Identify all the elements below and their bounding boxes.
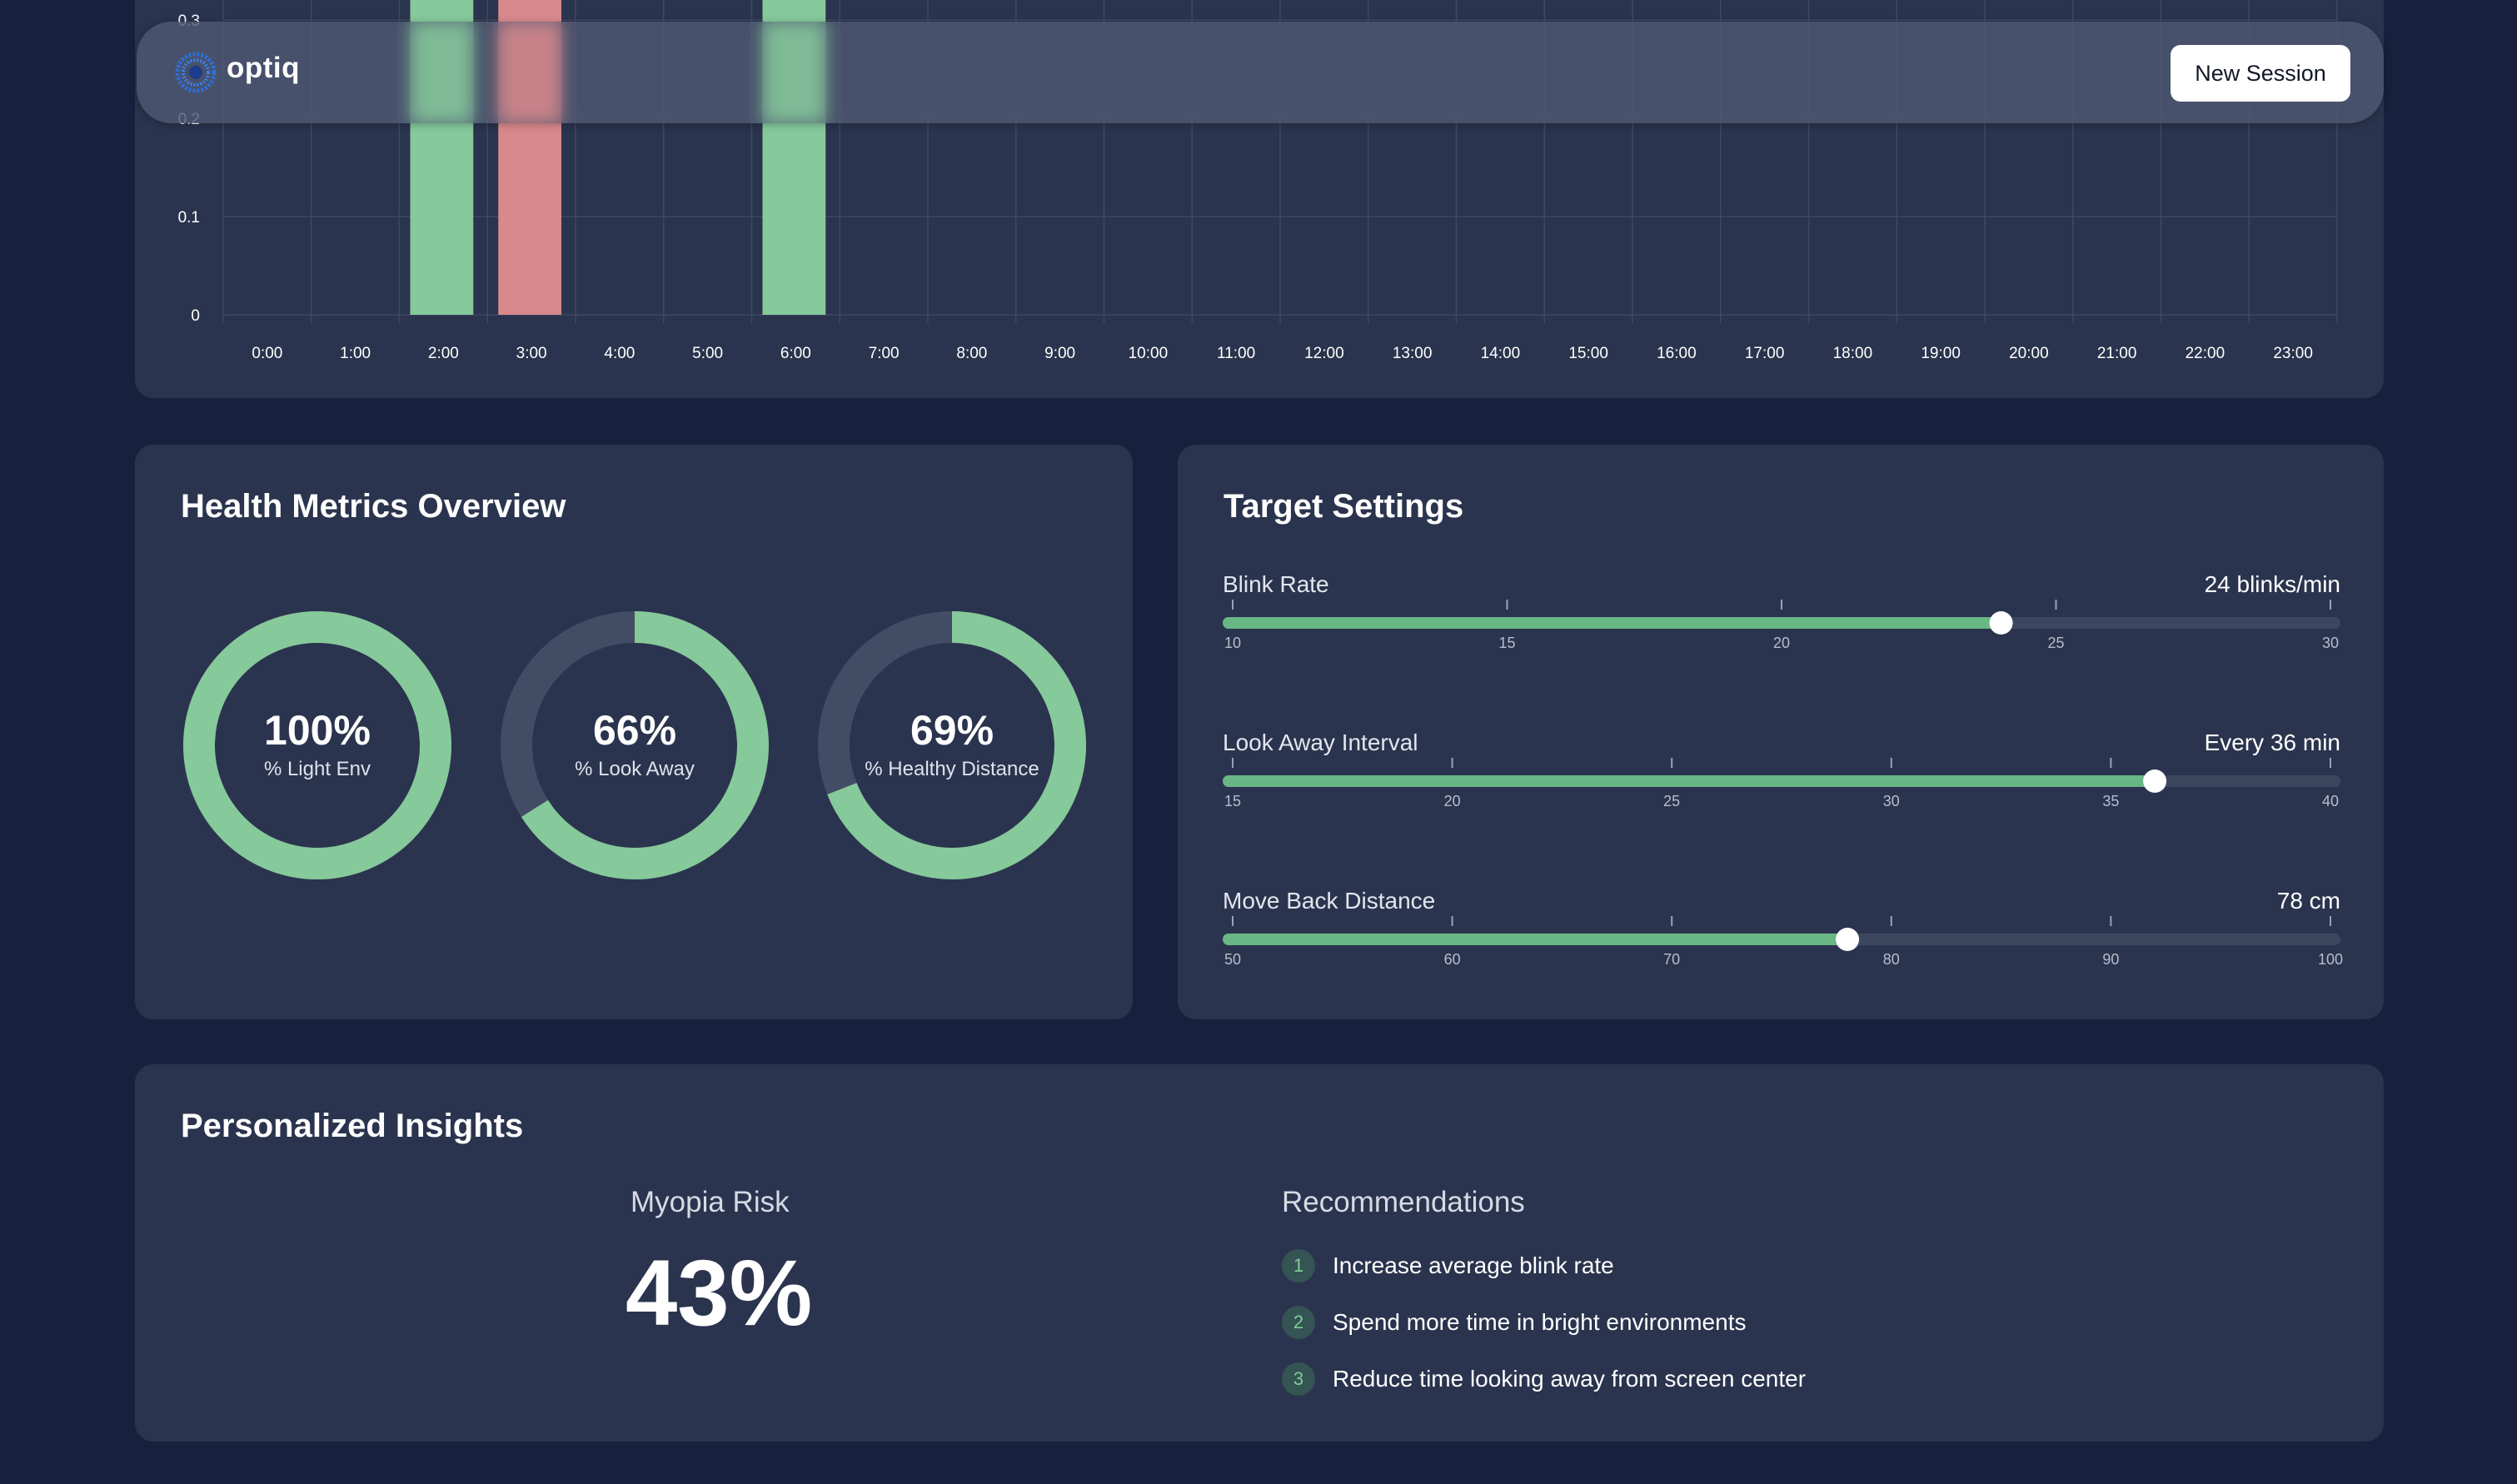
x-tick-label: 21:00 bbox=[2097, 345, 2137, 362]
slider-thumb[interactable] bbox=[2143, 769, 2167, 793]
slider-tick-label: 40 bbox=[2322, 793, 2339, 809]
optiq-logo-icon bbox=[175, 52, 217, 93]
healthy-distance-ring bbox=[818, 611, 1086, 879]
slider-fill bbox=[1223, 617, 2001, 629]
move-back-distance-label: Move Back Distance bbox=[1223, 888, 1436, 914]
x-tick-label: 15:00 bbox=[1568, 345, 1608, 362]
slider-tick-label: 70 bbox=[1663, 951, 1680, 968]
new-session-button[interactable]: New Session bbox=[2171, 45, 2350, 102]
insights-title: Personalized Insights bbox=[181, 1108, 524, 1144]
light-env-ring bbox=[183, 611, 451, 879]
blurred-bar bbox=[410, 22, 474, 123]
x-tick-label: 10:00 bbox=[1129, 345, 1169, 362]
slider-tick-label: 20 bbox=[1773, 635, 1790, 651]
healthy-distance-value: 69% bbox=[910, 707, 994, 754]
ring-progress bbox=[818, 611, 1086, 879]
slider-tick-label: 100 bbox=[2318, 951, 2343, 968]
slider-fill bbox=[1223, 934, 1848, 945]
look-away-donut: 66% % Look Away bbox=[497, 608, 772, 883]
healthy-distance-donut: 69% % Healthy Distance bbox=[815, 608, 1089, 883]
light-env-value: 100% bbox=[264, 707, 371, 754]
x-tick-label: 2:00 bbox=[428, 345, 459, 362]
recommendations-title: Recommendations bbox=[1282, 1186, 1525, 1218]
x-tick-label: 8:00 bbox=[956, 345, 987, 362]
blink-rate-slider-track[interactable]: 10 15 20 25 30 bbox=[1223, 600, 2340, 670]
slider-thumb[interactable] bbox=[1989, 611, 2013, 635]
app-name: optiq bbox=[227, 52, 301, 84]
look-away-ring bbox=[501, 611, 769, 879]
x-tick-label: 22:00 bbox=[2186, 345, 2225, 362]
x-tick-label: 0:00 bbox=[252, 345, 282, 362]
look-away-value: 66% bbox=[592, 707, 677, 754]
move-back-distance-slider[interactable]: 50 60 70 80 90 100 bbox=[1223, 916, 2343, 986]
y-tick-label: 0 bbox=[191, 307, 200, 325]
slider-thumb[interactable] bbox=[1836, 928, 1860, 951]
blink-rate-label: Blink Rate bbox=[1223, 571, 1329, 597]
move-back-distance-value: 78 cm bbox=[2276, 888, 2340, 914]
slider-tick-label: 80 bbox=[1883, 951, 1900, 968]
ring-progress bbox=[183, 611, 451, 879]
look-away-interval-slider-track[interactable]: 15 20 25 30 35 40 bbox=[1223, 758, 2340, 828]
slider-tick-label: 90 bbox=[2102, 951, 2119, 968]
healthy-distance-label: % Healthy Distance bbox=[865, 758, 1039, 780]
y-tick-label: 0.1 bbox=[178, 209, 200, 227]
personalized-insights-card: Personalized Insights Myopia Risk 43% Re… bbox=[135, 1064, 2384, 1442]
target-settings-card: Target Settings Blink Rate 24 blinks/min… bbox=[1178, 445, 2384, 1019]
light-env-donut: 100% % Light Env bbox=[180, 608, 455, 883]
recommendation-number: 2 bbox=[1282, 1306, 1315, 1339]
health-metrics-card: Health Metrics Overview 100% % Light Env… bbox=[135, 445, 1133, 1019]
blurred-bar bbox=[498, 22, 561, 123]
ring-progress bbox=[501, 611, 769, 879]
x-tick-label: 4:00 bbox=[604, 345, 635, 362]
blink-rate-value: 24 blinks/min bbox=[2204, 571, 2340, 597]
slider-tick-label: 10 bbox=[1224, 635, 1241, 651]
x-tick-label: 14:00 bbox=[1481, 345, 1521, 362]
recommendation-text: Increase average blink rate bbox=[1333, 1252, 1614, 1278]
x-tick-label: 3:00 bbox=[516, 345, 547, 362]
x-tick-label: 19:00 bbox=[1921, 345, 1961, 362]
x-tick-label: 18:00 bbox=[1833, 345, 1873, 362]
recommendation-number: 3 bbox=[1282, 1362, 1315, 1396]
recommendation-text: Spend more time in bright environments bbox=[1333, 1309, 1747, 1335]
look-away-label: % Look Away bbox=[575, 758, 695, 780]
slider-tick-label: 15 bbox=[1224, 793, 1241, 809]
x-tick-label: 16:00 bbox=[1657, 345, 1697, 362]
target-settings-title: Target Settings bbox=[1224, 488, 1464, 525]
x-tick-label: 20:00 bbox=[2009, 345, 2049, 362]
slider-tick-label: 20 bbox=[1444, 793, 1461, 809]
recommendation-text: Reduce time looking away from screen cen… bbox=[1333, 1366, 1807, 1392]
slider-fill bbox=[1223, 775, 2156, 787]
x-tick-label: 1:00 bbox=[340, 345, 371, 362]
x-tick-label: 17:00 bbox=[1745, 345, 1785, 362]
slider-tick-label: 25 bbox=[1663, 793, 1680, 809]
top-navbar: optiq New Session bbox=[137, 22, 2384, 123]
slider-tick-label: 35 bbox=[2102, 793, 2119, 809]
x-tick-label: 11:00 bbox=[1217, 345, 1255, 362]
look-away-interval-value: Every 36 min bbox=[2204, 730, 2340, 755]
slider-tick-label: 30 bbox=[2322, 635, 2339, 651]
look-away-interval-slider[interactable]: 15 20 25 30 35 40 bbox=[1223, 758, 2340, 828]
health-metrics-title: Health Metrics Overview bbox=[181, 488, 566, 525]
blurred-bar bbox=[762, 22, 826, 123]
x-tick-label: 6:00 bbox=[780, 345, 811, 362]
slider-tick-label: 50 bbox=[1224, 951, 1241, 968]
x-tick-label: 12:00 bbox=[1304, 345, 1344, 362]
blink-rate-slider[interactable]: 10 15 20 25 30 bbox=[1223, 600, 2340, 670]
myopia-risk-value: 43% bbox=[626, 1241, 813, 1345]
recommendation-number: 1 bbox=[1282, 1249, 1315, 1282]
slider-tick-label: 30 bbox=[1883, 793, 1900, 809]
slider-tick-label: 60 bbox=[1444, 951, 1461, 968]
x-tick-label: 9:00 bbox=[1044, 345, 1075, 362]
x-tick-label: 13:00 bbox=[1393, 345, 1433, 362]
x-tick-label: 23:00 bbox=[2273, 345, 2313, 362]
x-tick-label: 7:00 bbox=[869, 345, 900, 362]
x-tick-label: 5:00 bbox=[692, 345, 723, 362]
slider-tick-label: 25 bbox=[2047, 635, 2064, 651]
myopia-risk-label: Myopia Risk bbox=[630, 1186, 790, 1218]
navbar-backdrop bbox=[137, 22, 2384, 123]
slider-tick-label: 15 bbox=[1498, 635, 1515, 651]
light-env-label: % Light Env bbox=[263, 758, 371, 780]
move-back-distance-slider-track[interactable]: 50 60 70 80 90 100 bbox=[1223, 916, 2343, 986]
look-away-interval-label: Look Away Interval bbox=[1223, 730, 1418, 755]
